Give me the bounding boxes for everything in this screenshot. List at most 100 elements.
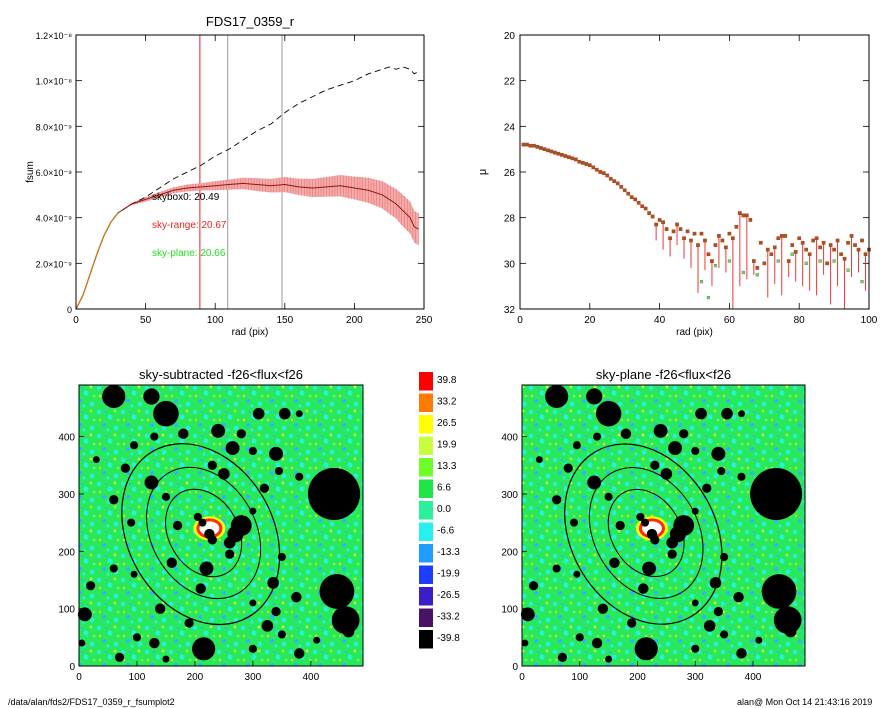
- mask-blob: [638, 583, 649, 594]
- mask-blob: [271, 606, 281, 617]
- y-tick-label: 22: [504, 77, 516, 88]
- data-point: [776, 236, 781, 241]
- data-point: [671, 229, 676, 234]
- mask-blob: [249, 599, 257, 607]
- mask-blob: [673, 515, 695, 536]
- data-point: [622, 188, 627, 193]
- data-point: [818, 245, 822, 250]
- data-point: [727, 231, 732, 236]
- y-tick-label: 6.0×10⁻⁹: [36, 168, 73, 178]
- data-point: [682, 236, 686, 241]
- y-tick-label: 0: [512, 662, 518, 673]
- map-title: sky-subtracted -f26<flux<f26: [139, 367, 303, 382]
- data-point: [605, 173, 610, 178]
- mask-blob: [77, 607, 92, 622]
- data-point: [738, 211, 742, 215]
- data-point: [839, 252, 843, 257]
- colorbar-swatch: [419, 630, 433, 649]
- data-point: [525, 142, 529, 147]
- mask-blob: [149, 637, 160, 649]
- data-point: [720, 238, 725, 243]
- mask-blob: [587, 475, 602, 490]
- mask-blob: [195, 583, 206, 594]
- mask-blob: [184, 618, 194, 628]
- colorbar-swatch: [419, 372, 433, 391]
- aperture-ellipse: [564, 443, 723, 625]
- plot-frame: [519, 34, 870, 310]
- mask-blob: [109, 495, 119, 505]
- mask-blob: [604, 492, 613, 501]
- data-point: [640, 204, 644, 209]
- aperture-ellipse: [588, 467, 704, 599]
- mask-blob: [572, 441, 581, 450]
- colorbar-label: -39.8: [437, 633, 460, 644]
- mask-blob: [615, 520, 625, 531]
- annotation-skybox0: skybox0: 20.49: [152, 192, 220, 203]
- data-point: [532, 143, 536, 148]
- mask-blob: [545, 384, 569, 409]
- mask-blob: [521, 639, 529, 647]
- data-point: [807, 252, 812, 257]
- mask-blob: [331, 606, 360, 635]
- y-tick-label: 0: [69, 662, 75, 673]
- data-point: [664, 227, 669, 231]
- data-point: [567, 155, 571, 160]
- data-point: [647, 211, 651, 215]
- mask-blob: [178, 428, 189, 439]
- aperture-ellipse: [165, 488, 243, 578]
- data-point: [751, 259, 756, 263]
- colorbar-label: 26.5: [437, 418, 457, 429]
- annotation-sky-plane: sky-plane: 20.66: [152, 248, 226, 259]
- mask-blob: [132, 633, 142, 642]
- x-tick-label: 250: [416, 315, 433, 326]
- data-point: [549, 149, 554, 154]
- mask-blob: [733, 591, 744, 603]
- mask-blob: [223, 536, 236, 549]
- x-tick-label: 100: [571, 672, 588, 683]
- mask-blob: [586, 388, 603, 405]
- mask-blob: [750, 467, 803, 520]
- colorbar-swatch: [419, 544, 433, 563]
- sky-subtracted-map: 0 100 200 300 400 0 100 200 300 400 sky-subtracted…: [58, 367, 364, 683]
- mask-blob: [702, 483, 712, 493]
- y-tick-label: 1.2×10⁻⁸: [36, 31, 73, 41]
- mask-blob: [248, 446, 257, 456]
- data-point: [703, 238, 707, 243]
- mask-blob: [717, 466, 726, 476]
- data-point: [842, 256, 847, 261]
- mask-blob: [144, 475, 159, 490]
- y-tick-label: 20: [504, 31, 516, 42]
- mask-blob: [573, 570, 581, 578]
- mask-blob: [691, 644, 700, 653]
- mask-blob: [720, 552, 729, 562]
- mask-blob: [552, 564, 561, 573]
- data-point-alt: [727, 259, 731, 263]
- data-point: [856, 247, 861, 252]
- x-axis-label: rad (pix): [676, 327, 713, 338]
- mask-blob: [85, 581, 96, 591]
- data-point: [619, 184, 624, 189]
- mask-blob: [162, 655, 170, 663]
- mask-blob: [313, 636, 321, 644]
- mask-blob: [109, 564, 118, 573]
- aperture-ellipse: [121, 443, 281, 626]
- colorbar-swatch: [419, 479, 433, 498]
- data-point: [636, 200, 641, 205]
- data-point: [542, 147, 547, 152]
- mask-blob: [642, 561, 656, 576]
- data-point-alt: [706, 295, 711, 300]
- mask-blob: [161, 492, 170, 501]
- mask-blob: [78, 639, 86, 647]
- x-tick-label: 100: [207, 315, 224, 326]
- data-point-alt: [818, 259, 822, 263]
- sky-plane-map: 0 100 200 300 400 0 100 200 300 400 sky-plane -f26…: [501, 367, 806, 683]
- mask-blob: [552, 495, 562, 505]
- data-point: [741, 213, 746, 218]
- colorbar-label: -19.9: [437, 569, 460, 580]
- mask-blob: [679, 429, 689, 439]
- mask-blob: [720, 630, 729, 639]
- data-point: [553, 150, 557, 155]
- mask-blob: [646, 528, 658, 540]
- center-dot: [198, 518, 207, 527]
